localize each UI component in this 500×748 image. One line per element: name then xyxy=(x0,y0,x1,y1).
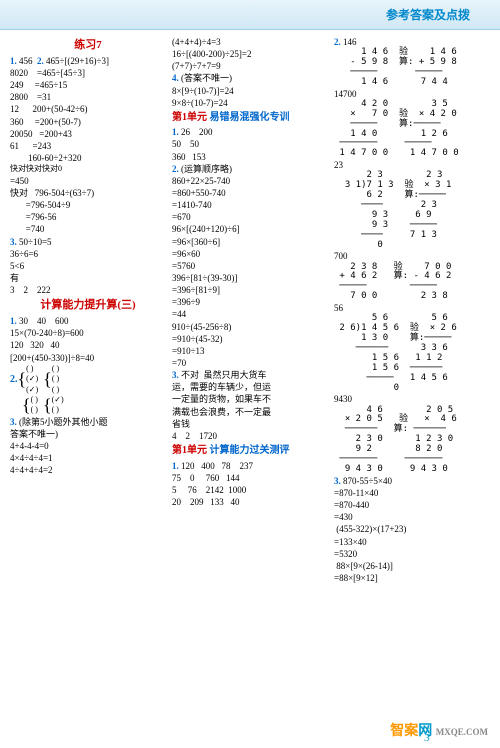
line: 3. 50÷10=5 xyxy=(10,236,166,248)
line: 75 0 760 144 xyxy=(172,472,328,484)
line: 省钱 xyxy=(172,418,328,430)
line: 有 xyxy=(10,272,166,284)
line: 4÷4+4÷4=2 xyxy=(10,464,166,476)
vertical-calc: 2 3 8 验 7 0 0 + 4 6 2 算: - 4 6 2 ───── ─… xyxy=(334,263,490,303)
column-3: 2. 146 1 4 6 验 1 4 6 - 5 9 8 算: + 5 9 8 … xyxy=(334,36,490,584)
line: 120 320 40 xyxy=(10,339,166,351)
line: 15×(70-240÷8)=600 xyxy=(10,327,166,339)
line: 396÷[81÷(39-30)] xyxy=(172,272,328,284)
line: 4+4-4-4=0 xyxy=(10,440,166,452)
line: =96×[360÷6] xyxy=(172,236,328,248)
line: 4. (答案不唯一) xyxy=(172,72,328,84)
line: 3 2 222 xyxy=(10,284,166,296)
line: =1410-740 xyxy=(172,199,328,211)
line: (455-322)×(17+23) xyxy=(334,523,490,535)
line: 4×4÷4÷4=1 xyxy=(10,452,166,464)
line: 20 209 133 40 xyxy=(172,496,328,508)
line: 12 200+(50-42÷6) xyxy=(10,103,166,115)
column-1: 练习7 1. 456 2. 465÷[(29+16)÷3] 8020 =465÷… xyxy=(10,36,166,584)
line: (7+7)÷7+7=9 xyxy=(172,60,328,72)
brace-group: { ( ) ( ) { (✓) ( ) xyxy=(22,395,166,416)
line: 1. 120 400 78 237 xyxy=(172,460,328,472)
line: 3. (除第5小题外其他小题 xyxy=(10,416,166,428)
line: 160-60÷2+320 xyxy=(10,152,166,164)
line: 20050 =200+43 xyxy=(10,128,166,140)
line: 快对 796-504÷(63÷7) xyxy=(10,187,166,199)
line: 61 =243 xyxy=(10,140,166,152)
line: =670 xyxy=(172,211,328,223)
column-2: (4+4+4)÷4=3 16÷[(400-200)÷25]=2 (7+7)÷7+… xyxy=(172,36,328,584)
line: =70 xyxy=(172,357,328,369)
line: =396÷[81÷9] xyxy=(172,284,328,296)
line: 运，需要的车辆少，但运 xyxy=(172,381,328,393)
line: =88×[9×12] xyxy=(334,572,490,584)
line: =44 xyxy=(172,308,328,320)
line: 5<6 xyxy=(10,260,166,272)
vertical-calc: 5 6 5 6 2 6)1 4 5 6 验 × 2 6 1 3 0 算:────… xyxy=(334,314,490,393)
line: =396÷9 xyxy=(172,296,328,308)
line: =860+550-740 xyxy=(172,187,328,199)
line: =870-11×40 xyxy=(334,487,490,499)
line: =870-440 xyxy=(334,499,490,511)
line: 88×[9×(26-14)] xyxy=(334,560,490,572)
line: 5 76 2142 1000 xyxy=(172,484,328,496)
vertical-calc: 4 6 2 0 5 × 2 0 5 验 × 4 6 ────── 算: ────… xyxy=(334,406,490,475)
vertical-calc: 4 2 0 3 5 × 7 0 验 × 4 2 0 ───── 算:───── … xyxy=(334,100,490,159)
line: 9×8÷(10-7)=24 xyxy=(172,97,328,109)
line: 910÷(45-256÷8) xyxy=(172,321,328,333)
line: 1. 456 2. 465÷[(29+16)÷3] xyxy=(10,55,166,67)
line: 答案不唯一) xyxy=(10,428,166,440)
line: =450 xyxy=(10,175,166,187)
line: 1. 30 40 600 xyxy=(10,315,166,327)
watermark-text: 快对快对快对0 xyxy=(10,164,166,175)
line: =740 xyxy=(10,223,166,235)
line: 249 =465÷15 xyxy=(10,79,166,91)
line: =796-56 xyxy=(10,211,166,223)
vertical-calc: 1 4 6 验 1 4 6 - 5 9 8 算: + 5 9 8 ───── ─… xyxy=(334,48,490,88)
section-title: 第1单元 第1单元 易错易混强化专训易错易混强化专训 xyxy=(172,111,328,125)
line: =796-504÷9 xyxy=(10,199,166,211)
line: 50 50 xyxy=(172,138,328,150)
section-title: 第1单元 计算能力过关测评 xyxy=(172,444,328,458)
line: 96×[(240+120)÷6] xyxy=(172,223,328,235)
line: 1. 26 200 xyxy=(172,126,328,138)
line: 满载也会浪费，不一定最 xyxy=(172,406,328,418)
line: 3. 不对 虽然只用大货车 xyxy=(172,369,328,381)
line: =5320 xyxy=(334,548,490,560)
line: =133×40 xyxy=(334,536,490,548)
page-content: 练习7 1. 456 2. 465÷[(29+16)÷3] 8020 =465÷… xyxy=(0,30,500,584)
vertical-calc: 2 3 2 3 3 1)7 1 3 验 × 3 1 6 2 算:───── ──… xyxy=(334,171,490,250)
section-title: 练习7 xyxy=(10,38,166,53)
line: =910÷13 xyxy=(172,345,328,357)
line: 360 =200+(50-7) xyxy=(10,116,166,128)
line: (4+4+4)÷4=3 xyxy=(172,36,328,48)
line: 3. 870-55÷5×40 xyxy=(334,475,490,487)
line: 9430 xyxy=(334,393,490,405)
line: 8020 =465÷[45÷3] xyxy=(10,67,166,79)
line: =910÷(45-32) xyxy=(172,333,328,345)
watermark: 智案网 MXQE.COM xyxy=(390,720,488,740)
line: 8×[9÷(10-7)]=24 xyxy=(172,85,328,97)
line: 一定量的货物，如果车不 xyxy=(172,393,328,405)
line: =5760 xyxy=(172,260,328,272)
line: 860+22×25-740 xyxy=(172,175,328,187)
header: 参考答案及点拨 xyxy=(0,0,500,30)
line: 2. (运算顺序略) xyxy=(172,163,328,175)
line: =96×60 xyxy=(172,248,328,260)
line: 2800 =31 xyxy=(10,91,166,103)
line: 700 xyxy=(334,250,490,262)
line: 16÷[(400-200)÷25]=2 xyxy=(172,48,328,60)
line: 360 153 xyxy=(172,151,328,163)
section-title: 计算能力提升算(三) xyxy=(10,298,166,313)
line: 4 2 1720 xyxy=(172,430,328,442)
brace-group: 2. { ( ) (✓) (✓) { ( ) ( ) ( ) xyxy=(10,364,166,395)
line: [200+(450-330)]÷8=40 xyxy=(10,352,166,364)
line: =430 xyxy=(334,511,490,523)
line: 36÷6=6 xyxy=(10,248,166,260)
